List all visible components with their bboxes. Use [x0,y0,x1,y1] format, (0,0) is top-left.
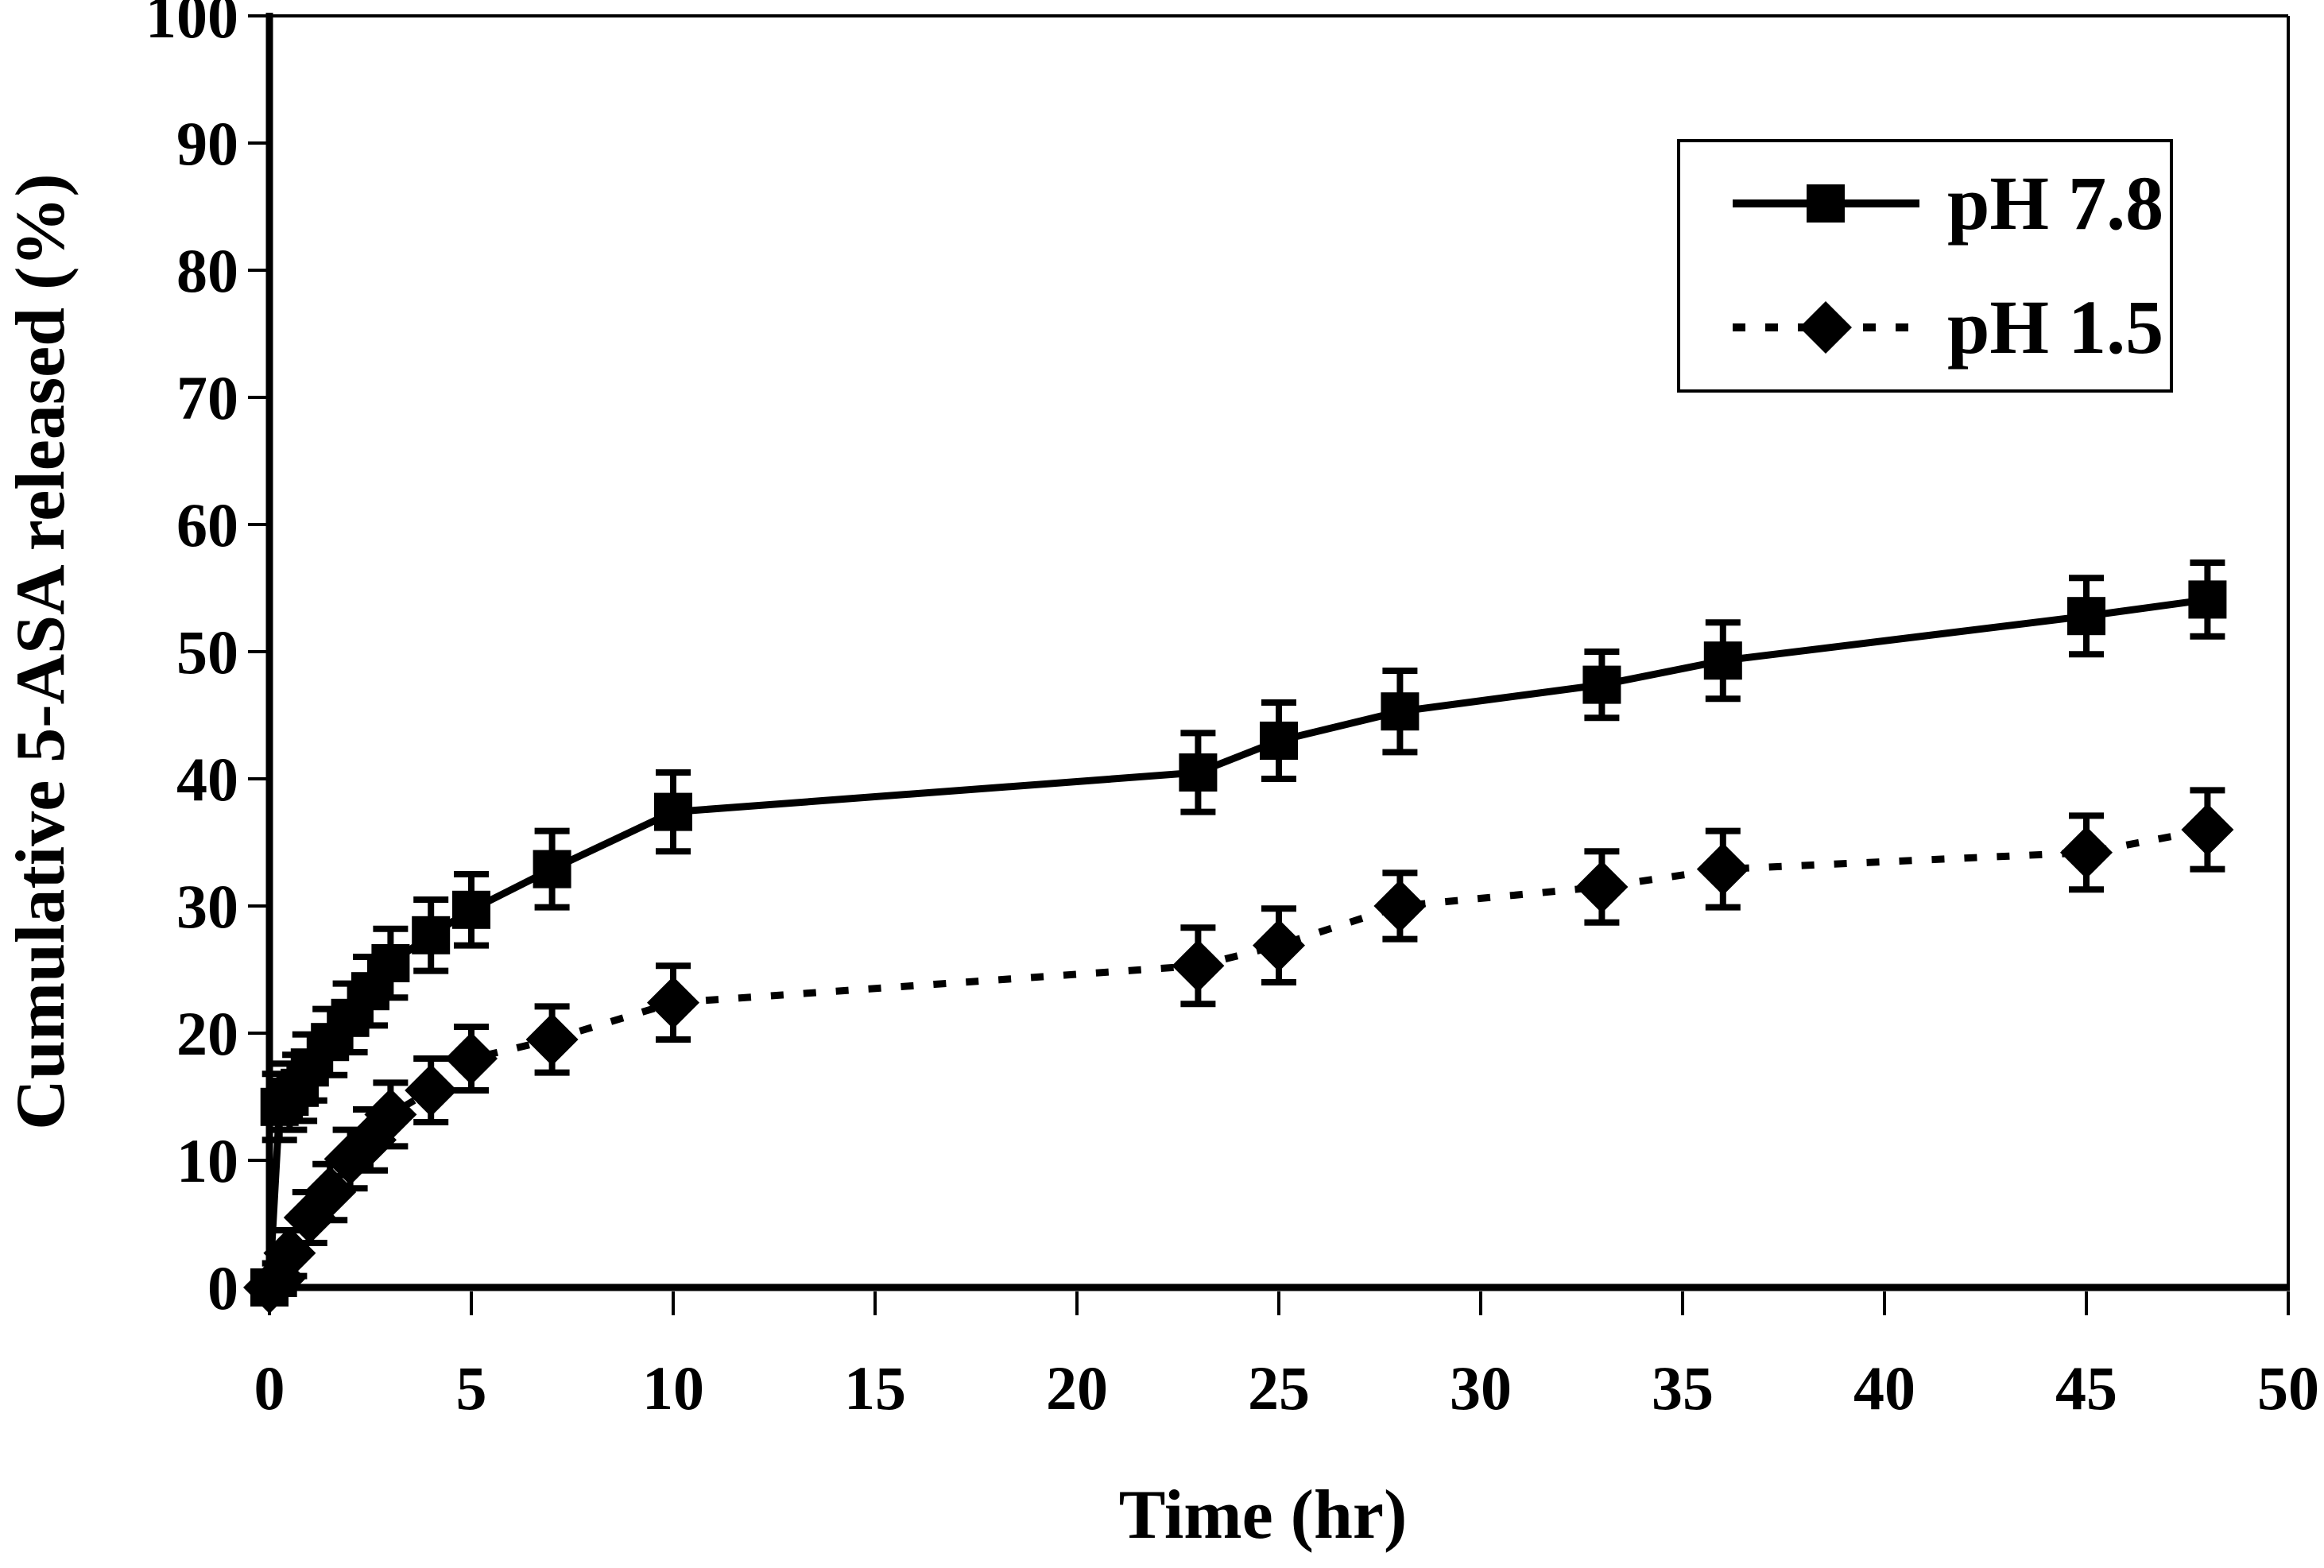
data-point-marker [2188,580,2227,619]
x-tick-label: 40 [1853,1353,1915,1423]
data-point-marker [2181,803,2234,856]
legend-label: pH 1.5 [1947,285,2163,370]
data-point-marker [452,890,490,929]
y-tick-label: 10 [176,1126,238,1195]
x-tick-label: 15 [844,1353,906,1423]
y-tick-label: 30 [176,872,238,941]
x-tick-label: 10 [642,1353,704,1423]
data-point-marker [263,1226,316,1280]
x-tick-label: 35 [1652,1353,1714,1423]
legend: pH 7.8 pH 1.5 [1677,139,2173,393]
x-tick-label: 45 [2055,1353,2117,1423]
data-point-marker [371,944,410,982]
x-tick-label: 0 [254,1353,285,1423]
legend-item-ph-1.5: pH 1.5 [1733,285,2163,370]
data-point-marker [654,792,692,831]
legend-marker-diamond [1799,301,1852,354]
y-tick-label: 80 [176,236,238,305]
x-tick-label: 30 [1450,1353,1512,1423]
x-axis-ticks: 0 5 10 15 20 25 30 35 40 45 50 [254,1291,2319,1423]
y-axis-ticks: 0 10 20 30 40 50 60 70 80 90 100 [145,0,269,1322]
data-point-marker [405,1064,458,1117]
y-axis-title: Cumulative 5-ASA released (%) [2,173,79,1129]
data-point-marker [2067,597,2105,636]
legend-box [1677,139,2173,393]
series-ph-1.5 [243,787,2234,1314]
data-point-marker [647,976,699,1029]
x-tick-label: 50 [2257,1353,2319,1423]
data-point-marker [445,1032,498,1085]
data-point-marker [304,1166,357,1218]
y-tick-label: 100 [145,0,238,51]
data-point-marker [1260,722,1298,760]
data-point-marker [1253,919,1305,972]
data-point-marker [1703,641,1742,680]
y-tick-label: 90 [176,109,238,178]
data-point-marker [525,1013,579,1066]
legend-marker-square [1807,184,1845,223]
data-point-marker [533,850,571,889]
data-point-marker [1381,692,1420,731]
data-point-marker [1172,939,1225,993]
series-ph-7.8 [250,559,2227,1307]
data-point-marker [364,1088,417,1141]
x-tick-label: 5 [456,1353,487,1423]
x-tick-label: 20 [1046,1353,1108,1423]
legend-item-ph-7.8: pH 7.8 [1733,161,2163,246]
y-tick-label: 60 [176,490,238,559]
data-point-marker [1575,861,1629,913]
y-tick-label: 0 [207,1253,238,1322]
x-axis-title: Time (hr) [1119,1477,1408,1554]
data-point-marker [1582,665,1621,704]
y-tick-label: 70 [176,363,238,432]
x-tick-label: 25 [1248,1353,1310,1423]
data-point-marker [1179,753,1218,792]
data-point-marker [412,916,451,954]
y-tick-label: 40 [176,745,238,814]
y-tick-label: 20 [176,999,238,1068]
data-point-marker [2060,826,2113,879]
y-tick-label: 50 [176,618,238,687]
data-point-marker [1696,842,1749,896]
legend-label: pH 7.8 [1947,161,2163,246]
data-point-marker [1373,880,1427,932]
